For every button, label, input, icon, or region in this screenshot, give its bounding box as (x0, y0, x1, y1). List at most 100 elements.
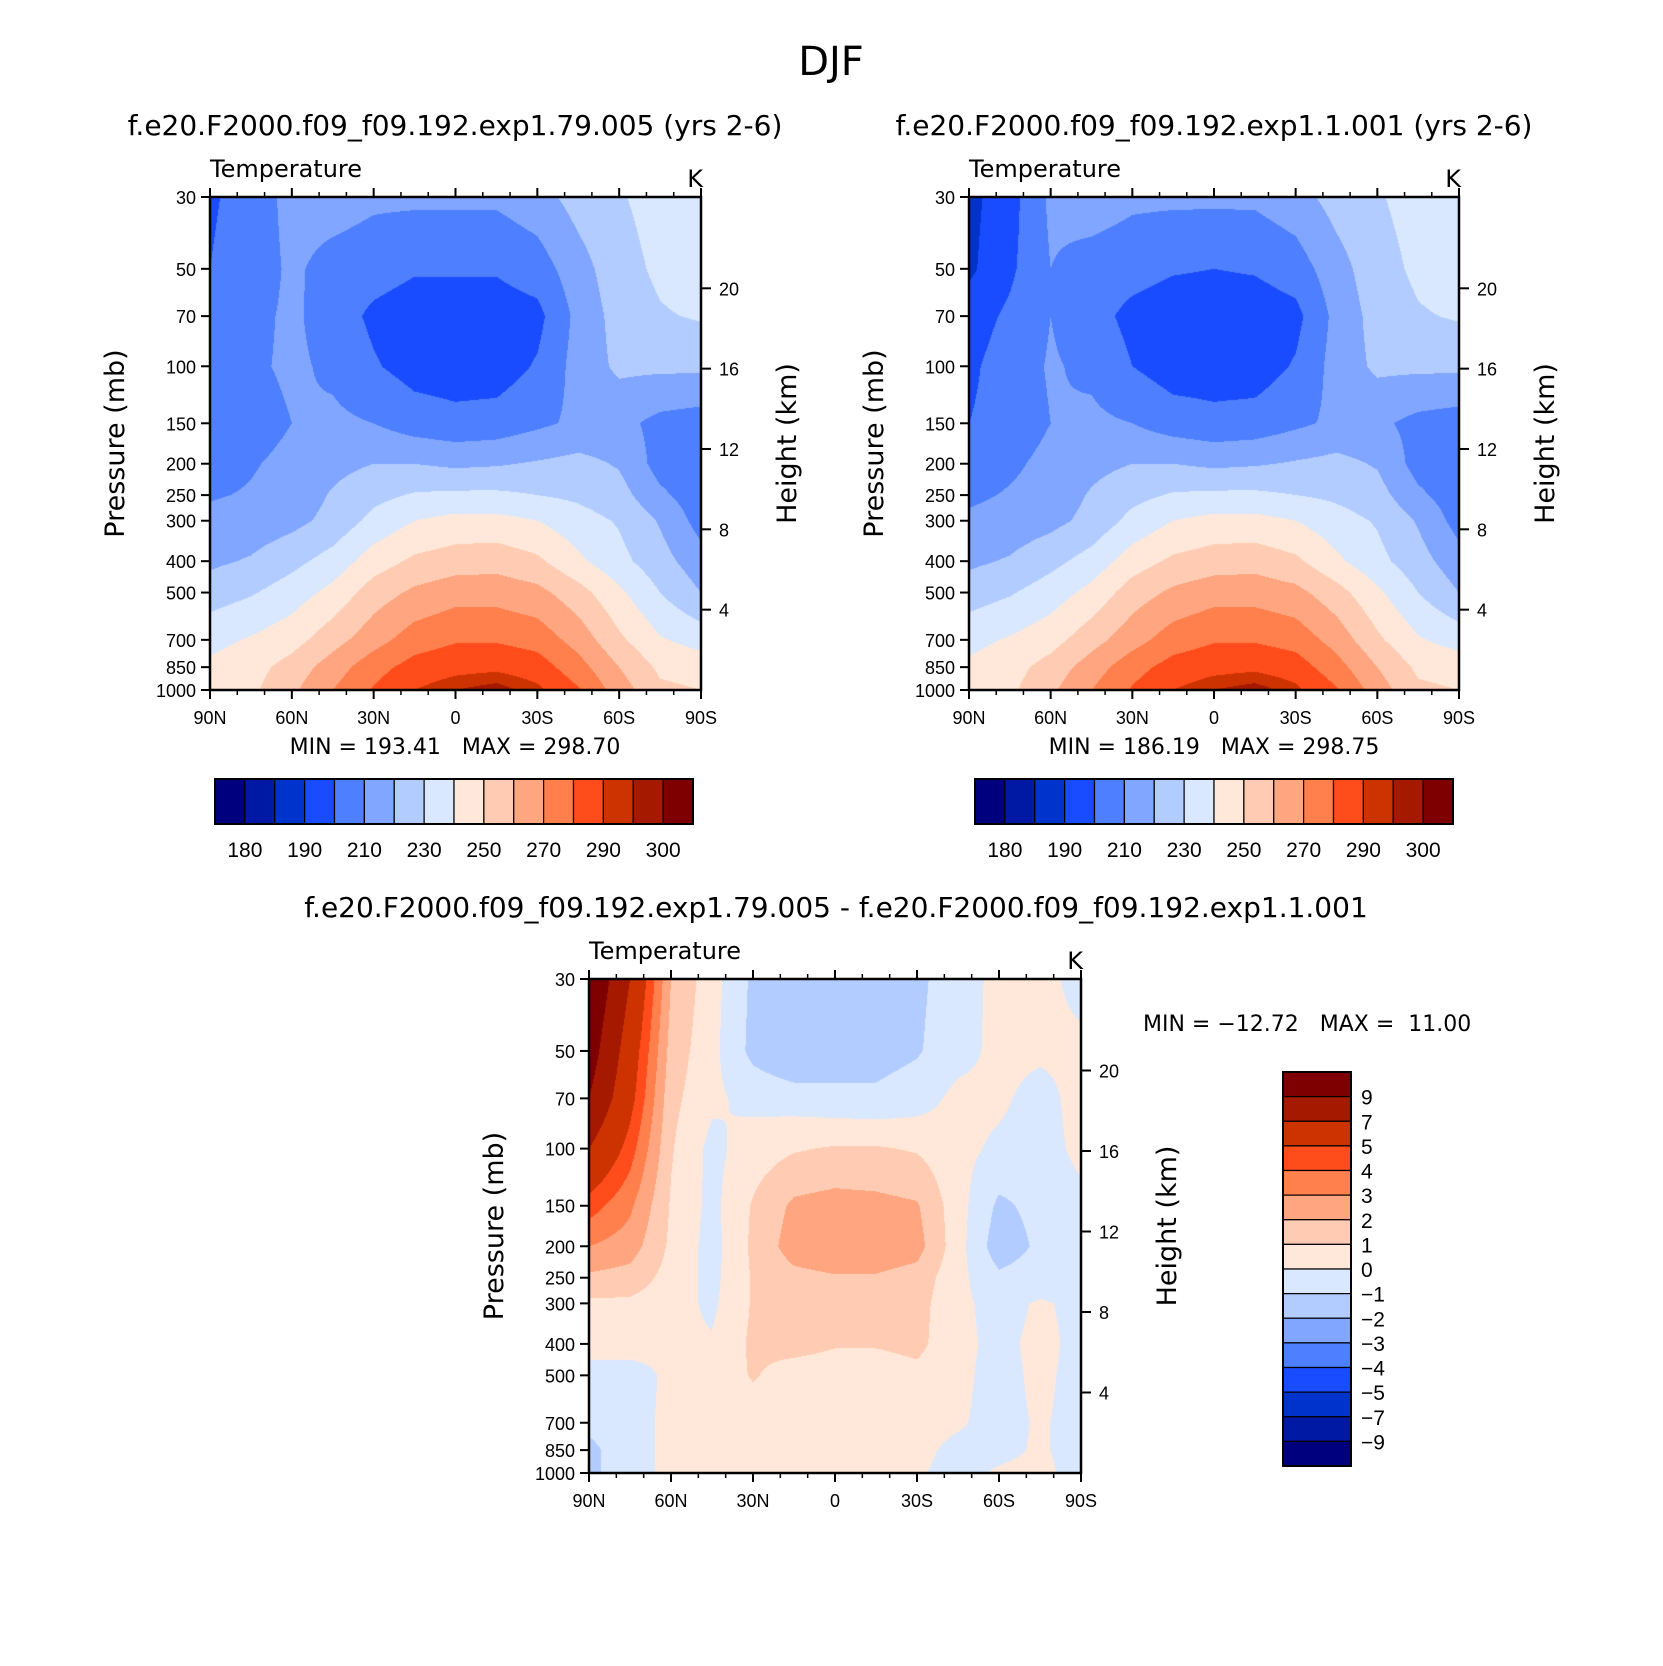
y-tick-label: 30 (555, 970, 575, 990)
height-tick-label: 20 (719, 279, 739, 299)
x-tick-label: 30N (1116, 708, 1149, 728)
y-tick-label: 500 (925, 584, 955, 604)
contour-field (589, 979, 1081, 1473)
colorbar-frame (1282, 1071, 1352, 1467)
colorbar-swatch (572, 778, 604, 825)
colorbar-label: 0 (1361, 1259, 1373, 1282)
y-tick-label: 500 (545, 1366, 575, 1386)
colorbar-swatch (1362, 778, 1394, 825)
colorbar-swatch (632, 778, 664, 825)
colorbar-swatch (244, 778, 276, 825)
x-tick-label: 90S (1443, 708, 1475, 728)
y-tick-label: 1000 (156, 681, 196, 701)
height-tick-label: 16 (1099, 1142, 1119, 1162)
colorbar-swatch (1213, 778, 1245, 825)
height-tick-label: 12 (1099, 1222, 1119, 1242)
colorbar-label: 270 (526, 839, 561, 862)
minmax-stats: MIN = −12.72 MAX = 11.00 (1143, 1012, 1471, 1037)
y-tick-label: 250 (166, 486, 196, 506)
y-tick-label: 250 (545, 1269, 575, 1289)
colorbar-label: 7 (1361, 1111, 1373, 1134)
height-tick-label: 4 (1477, 601, 1487, 621)
y-tick-label: 150 (545, 1197, 575, 1217)
colorbar-swatch (1123, 778, 1155, 825)
colorbar-swatch (513, 778, 545, 825)
y-tick-label: 150 (166, 414, 196, 434)
colorbar-label: 1 (1361, 1234, 1373, 1257)
colorbar-label: 250 (1226, 839, 1261, 862)
colorbar-panel-right: 180 190 210 230 250 270 290 300 (974, 778, 1454, 862)
y-tick-label: 50 (176, 260, 196, 280)
colorbar-swatch (1282, 1096, 1352, 1122)
y-axis-title: Pressure (mb) (859, 349, 890, 537)
colorbar-label: −7 (1361, 1407, 1385, 1430)
y-axis-title: Pressure (mb) (100, 349, 131, 537)
y-tick-label: 250 (925, 486, 955, 506)
chart-panel-diff: f.e20.F2000.f09_f09.192.exp1.79.005 - f.… (304, 891, 1471, 1511)
y-tick-label: 700 (166, 631, 196, 651)
colorbar-label: 5 (1361, 1136, 1373, 1159)
colorbar-swatch (214, 778, 246, 825)
y-tick-label: 1000 (535, 1464, 575, 1484)
colorbar-label: −1 (1361, 1284, 1385, 1307)
x-tick-label: 0 (1209, 708, 1219, 728)
colorbar-swatch (602, 778, 634, 825)
minmax-stats: MIN = 186.19 MAX = 298.75 (1049, 735, 1380, 760)
y-tick-label: 400 (545, 1335, 575, 1355)
colorbar-swatch (1282, 1194, 1352, 1221)
x-tick-label: 90N (193, 708, 226, 728)
colorbar-label: 2 (1361, 1210, 1373, 1233)
colorbar-label: 9 (1361, 1087, 1373, 1110)
y-tick-label: 100 (925, 357, 955, 377)
x-tick-label: 0 (830, 1491, 840, 1511)
colorbar-label: 300 (1406, 839, 1441, 862)
colorbar-label: 180 (987, 839, 1022, 862)
height-tick-label: 16 (719, 360, 739, 380)
chart-panel-right: f.e20.F2000.f09_f09.192.exp1.1.001 (yrs … (859, 109, 1561, 760)
y-tick-label: 70 (555, 1089, 575, 1109)
colorbar-label: 230 (407, 839, 442, 862)
panel-title: f.e20.F2000.f09_f09.192.exp1.1.001 (yrs … (896, 109, 1533, 142)
height-tick-label: 8 (1477, 520, 1487, 540)
y-tick-label: 70 (176, 307, 196, 327)
colorbar-swatch (1282, 1243, 1352, 1270)
contour-field (210, 197, 701, 690)
colorbar-label: −9 (1361, 1431, 1385, 1454)
panel-subtitle-left: Temperature (209, 155, 362, 183)
y-tick-label: 100 (166, 357, 196, 377)
colorbar-swatch (1303, 778, 1335, 825)
colorbar-swatch (363, 778, 395, 825)
y-tick-label: 850 (925, 658, 955, 678)
panel-title: f.e20.F2000.f09_f09.192.exp1.79.005 - f.… (304, 891, 1368, 924)
colorbar-swatch (662, 778, 694, 825)
height-tick-label: 20 (1099, 1061, 1119, 1081)
colorbar-label: 4 (1361, 1161, 1373, 1184)
colorbar-swatch (1282, 1071, 1352, 1098)
colorbar-swatch (1034, 778, 1066, 825)
colorbar-label: 210 (1107, 839, 1142, 862)
colorbar-swatch (393, 778, 425, 825)
y-tick-label: 400 (166, 552, 196, 572)
colorbar-swatch (1282, 1342, 1352, 1369)
colorbar-label: 210 (347, 839, 382, 862)
colorbar-swatch (1273, 778, 1305, 825)
colorbar-swatch (333, 778, 365, 825)
colorbar-label: 250 (466, 839, 501, 862)
y-tick-label: 70 (935, 307, 955, 327)
colorbar-swatch (1064, 778, 1096, 825)
colorbar-swatch (483, 778, 515, 825)
x-tick-label: 30S (1280, 708, 1312, 728)
panel-subtitle-right: K (1445, 165, 1462, 193)
colorbar-frame (974, 778, 1454, 825)
x-tick-label: 60S (603, 708, 635, 728)
y-tick-label: 500 (166, 584, 196, 604)
y-tick-label: 30 (176, 188, 196, 208)
colorbar-frame (214, 778, 694, 825)
panel-title: f.e20.F2000.f09_f09.192.exp1.79.005 (yrs… (128, 109, 783, 142)
colorbar-label: 290 (586, 839, 621, 862)
y-axis-title: Pressure (mb) (479, 1132, 510, 1320)
height-tick-label: 8 (719, 520, 729, 540)
x-tick-label: 90S (1065, 1491, 1097, 1511)
minmax-stats: MIN = 193.41 MAX = 298.70 (290, 735, 621, 760)
